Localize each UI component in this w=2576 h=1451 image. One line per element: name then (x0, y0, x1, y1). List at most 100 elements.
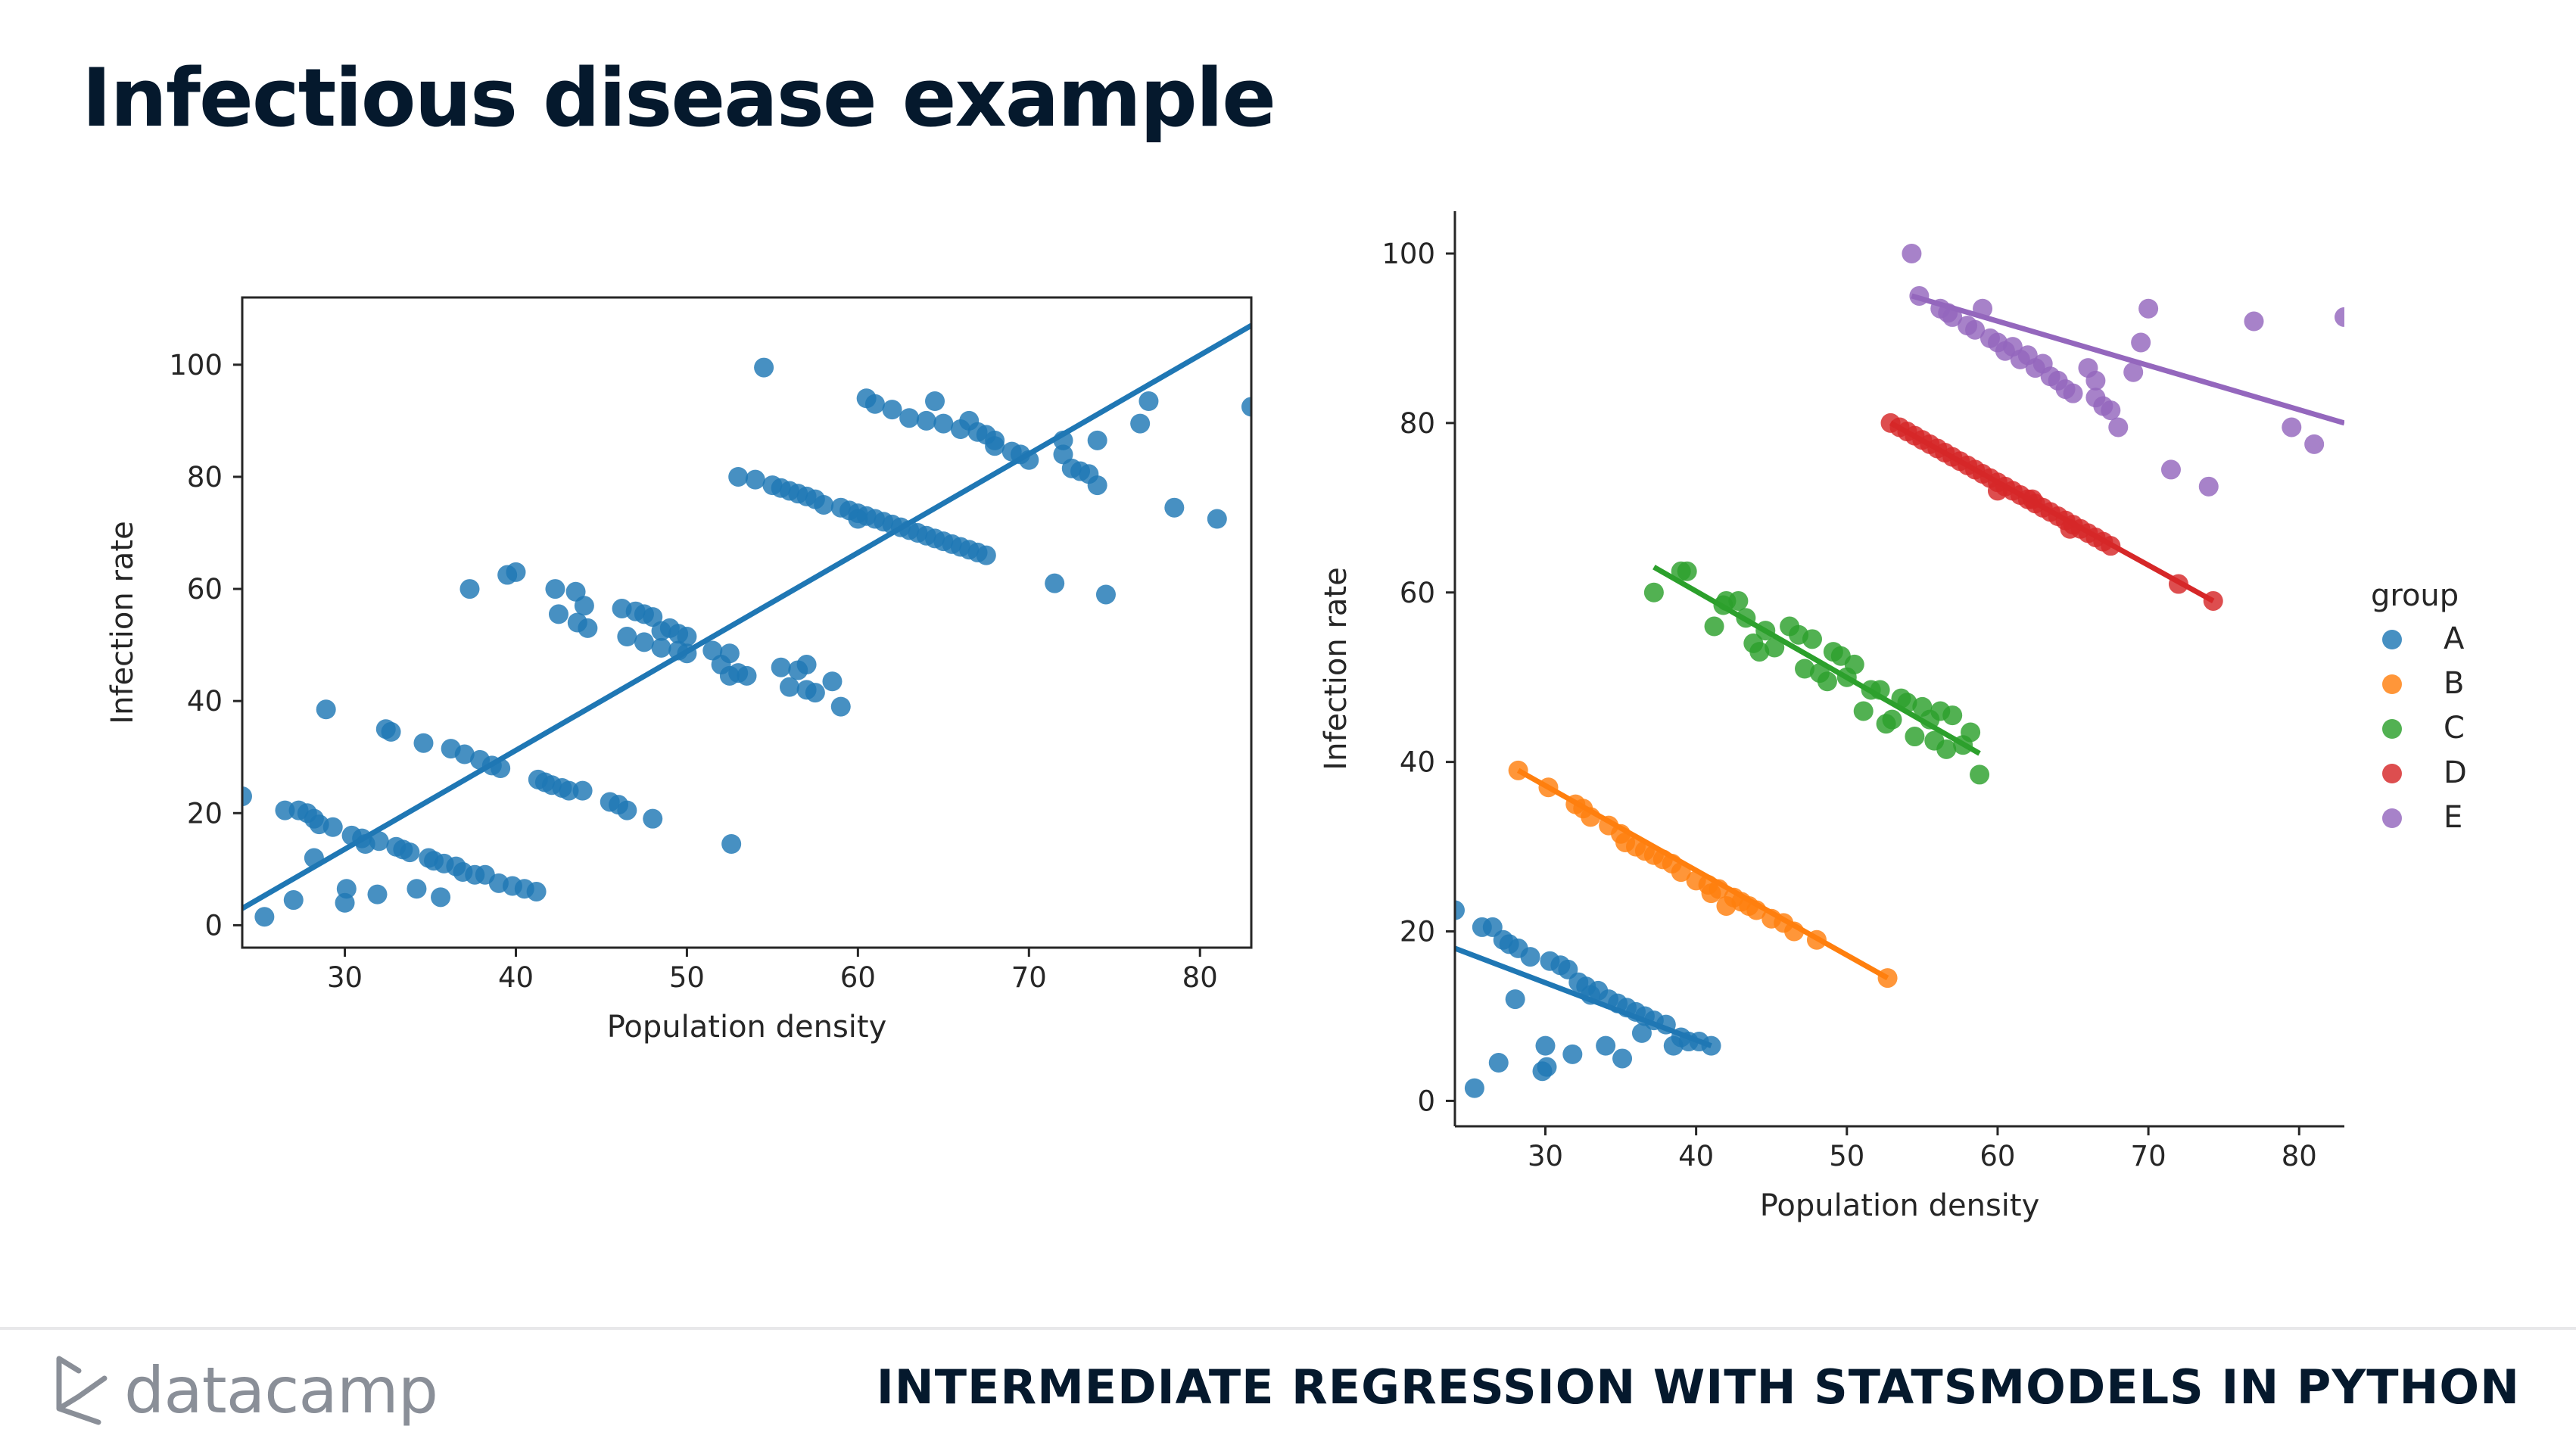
y-axis-title: Infection rate (1319, 567, 1353, 770)
data-point-c-37 (1961, 722, 1981, 743)
data-point-s0-141 (1087, 430, 1107, 450)
data-point-s0-48 (545, 579, 565, 599)
data-point-s0-1 (254, 907, 275, 927)
data-point-c-2 (1677, 561, 1697, 581)
data-point-c-35 (1942, 705, 1963, 726)
data-point-e-25 (2108, 417, 2129, 437)
data-point-c-0 (1643, 582, 1664, 603)
data-point-s0-3 (283, 890, 304, 911)
data-point-s0-146 (1207, 509, 1227, 529)
data-point-s0-82 (745, 469, 765, 490)
data-point-e-6 (1965, 319, 1986, 340)
x-tick-label-30: 30 (327, 961, 363, 994)
data-point-e-21 (2085, 370, 2106, 391)
page-title: Infectious disease example (82, 51, 1276, 145)
y-tick-label-100: 100 (169, 349, 223, 381)
data-point-a-27 (1631, 1023, 1652, 1043)
data-point-s0-130 (985, 436, 1005, 456)
x-tick-label-80: 80 (2282, 1140, 2317, 1172)
data-point-s0-134 (1045, 573, 1065, 593)
x-tick-label-60: 60 (1980, 1140, 2015, 1172)
y-tick-label-80: 80 (187, 461, 223, 494)
data-point-s0-2 (275, 800, 295, 820)
data-point-s0-33 (459, 579, 480, 599)
data-point-c-14 (1795, 659, 1815, 679)
data-point-e-33 (2304, 434, 2325, 454)
x-tick-label-30: 30 (1528, 1140, 1563, 1172)
y-tick-label-80: 80 (1400, 407, 1435, 440)
data-point-c-6 (1728, 590, 1749, 611)
data-point-e-27 (2131, 332, 2151, 353)
data-point-s0-96 (814, 494, 834, 515)
data-point-s0-49 (548, 604, 568, 624)
data-point-e-30 (2198, 476, 2219, 497)
footer-divider (0, 1327, 2576, 1330)
data-point-a-24 (1612, 1048, 1633, 1069)
data-point-s0-41 (506, 562, 526, 582)
data-point-s0-80 (737, 665, 757, 686)
data-point-s0-0 (242, 786, 252, 807)
data-point-s0-116 (925, 391, 945, 411)
regression-line-0 (1455, 945, 1712, 1048)
data-point-c-9 (1749, 642, 1770, 662)
data-point-s0-76 (719, 643, 740, 664)
data-point-e-0 (1902, 243, 1922, 263)
data-point-c-29 (1905, 727, 1925, 747)
data-point-c-17 (1817, 671, 1837, 692)
data-point-s0-16 (367, 884, 388, 905)
data-point-e-24 (2101, 400, 2121, 421)
data-point-s0-81 (728, 466, 749, 487)
x-tick-label-80: 80 (1182, 961, 1218, 994)
data-point-s0-140 (1087, 475, 1107, 496)
y-tick-label-0: 0 (1417, 1085, 1435, 1117)
datacamp-logo-icon (56, 1356, 107, 1425)
data-point-s0-19 (381, 721, 401, 742)
legend-title: group (2371, 578, 2459, 613)
datacamp-logo: datacamp (53, 1349, 438, 1432)
data-point-a-9 (1520, 947, 1540, 967)
data-point-s0-147 (1241, 397, 1251, 417)
data-point-c-38 (1970, 764, 1990, 785)
data-point-c-15 (1802, 629, 1822, 649)
y-tick-label-60: 60 (1400, 577, 1435, 609)
legend-label-d: D (2444, 755, 2467, 790)
data-point-s0-97 (822, 671, 843, 692)
data-point-e-34 (2335, 307, 2344, 327)
data-point-e-32 (2282, 417, 2302, 437)
x-axis-title: Population density (1760, 1188, 2040, 1223)
logo-wordmark: datacamp (124, 1353, 438, 1428)
data-point-e-28 (2138, 298, 2159, 319)
x-tick-label-40: 40 (1678, 1140, 1714, 1172)
data-point-s0-144 (1138, 391, 1159, 411)
data-point-s0-93 (796, 655, 817, 675)
data-point-s0-23 (406, 879, 427, 899)
data-point-c-34 (1936, 739, 1957, 759)
legend-marker-a (2382, 630, 2402, 649)
data-point-s0-44 (526, 881, 547, 901)
x-tick-label-60: 60 (840, 961, 876, 994)
y-tick-label-20: 20 (187, 797, 223, 830)
data-point-c-22 (1853, 701, 1874, 721)
data-point-c-11 (1765, 637, 1785, 658)
data-point-s0-27 (431, 887, 451, 908)
data-point-a-12 (1537, 1057, 1557, 1077)
data-point-s0-31 (454, 744, 475, 764)
data-point-s0-10 (322, 817, 343, 837)
data-point-c-3 (1704, 616, 1724, 637)
y-tick-label-60: 60 (187, 573, 223, 606)
regression-line-0 (242, 322, 1251, 911)
data-point-s0-56 (578, 618, 598, 638)
data-point-s0-66 (643, 808, 663, 829)
data-point-s0-95 (805, 683, 825, 703)
y-tick-label-0: 0 (204, 909, 223, 942)
y-axis-title: Infection rate (105, 521, 140, 724)
legend-label-a: A (2444, 621, 2465, 656)
x-tick-label-70: 70 (2131, 1140, 2166, 1172)
plot-frame (241, 296, 1253, 949)
data-point-s0-55 (574, 596, 594, 616)
legend-label-e: E (2444, 800, 2462, 835)
data-point-e-29 (2160, 459, 2181, 480)
data-point-e-4 (1942, 307, 1963, 327)
legend-label-b: B (2444, 666, 2464, 701)
y-tick-label-100: 100 (1381, 238, 1435, 270)
